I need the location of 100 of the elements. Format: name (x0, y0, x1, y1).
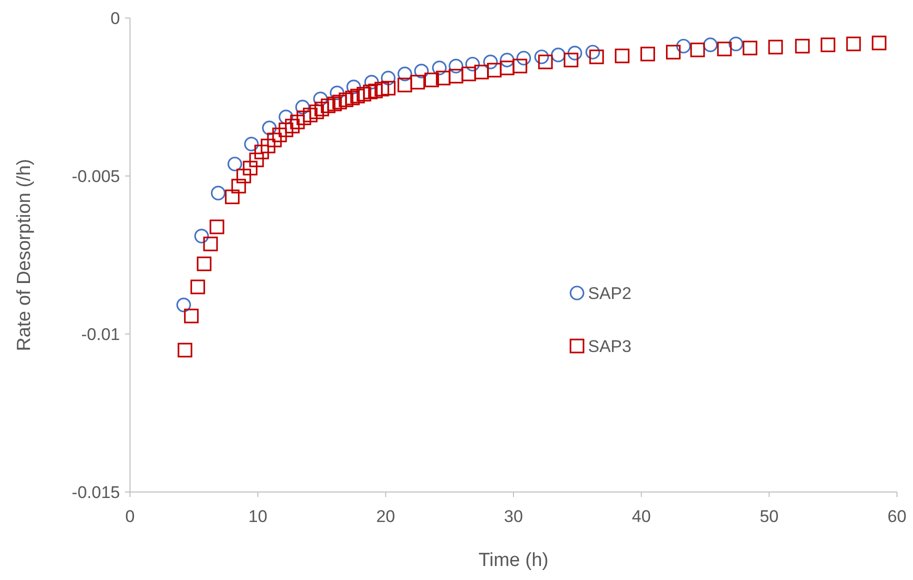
point (398, 78, 412, 92)
point (461, 66, 476, 82)
point (614, 48, 630, 64)
legend-label: SAP2 (588, 284, 632, 303)
point (210, 186, 226, 200)
point (483, 54, 498, 70)
point (224, 190, 240, 204)
x-tick-label: 10 (248, 507, 268, 526)
point (332, 94, 347, 110)
point (327, 96, 342, 112)
point (364, 74, 379, 90)
x-tick-label: 60 (888, 507, 906, 526)
point (363, 84, 378, 100)
point (346, 80, 362, 94)
point (436, 70, 450, 86)
point (465, 56, 480, 72)
point (368, 84, 383, 98)
point (516, 50, 532, 66)
point (262, 120, 277, 136)
point (846, 36, 861, 52)
legend-label: SAP3 (588, 336, 632, 356)
y-axis-title: Rate of Desorption (/h) (14, 158, 35, 352)
point (254, 144, 269, 160)
point (424, 72, 439, 88)
point (272, 128, 287, 142)
point (676, 38, 691, 54)
point (374, 82, 390, 96)
point (432, 60, 447, 76)
y-tick-label: -0.015 (72, 482, 120, 502)
point (290, 114, 305, 130)
point (380, 80, 396, 96)
point (742, 40, 758, 56)
point (500, 60, 514, 76)
point (487, 62, 502, 78)
point (414, 64, 429, 78)
point (872, 36, 886, 50)
point (210, 220, 224, 234)
point (795, 38, 810, 54)
y-tick-label: -0.01 (81, 324, 120, 344)
point (768, 40, 783, 54)
point (285, 118, 300, 134)
point (184, 308, 199, 324)
point (398, 66, 412, 82)
point (356, 86, 372, 102)
point (330, 86, 344, 100)
point (249, 152, 264, 168)
x-axis-title: Time (h) (478, 550, 549, 571)
point (640, 46, 656, 62)
point (196, 256, 212, 272)
y-tick-label: 0 (110, 8, 120, 28)
x-tick-label: 50 (760, 507, 779, 526)
point (380, 70, 396, 86)
point (666, 44, 681, 60)
point (194, 228, 209, 244)
point (568, 46, 582, 60)
point (295, 100, 310, 114)
point (309, 104, 324, 120)
point (178, 342, 192, 358)
point (176, 298, 191, 312)
point (512, 58, 528, 74)
point (448, 58, 464, 74)
point (534, 50, 549, 64)
point (550, 48, 566, 62)
point (350, 88, 365, 104)
point (448, 68, 464, 84)
y-tick-label: -0.005 (72, 166, 120, 186)
x-tick-label: 0 (125, 507, 135, 526)
point (260, 138, 276, 154)
point (703, 38, 718, 52)
point (267, 132, 282, 148)
point (244, 136, 259, 152)
point (410, 74, 425, 90)
x-tick-label: 40 (632, 507, 651, 526)
point (500, 52, 514, 68)
point (338, 92, 354, 108)
point (589, 50, 604, 64)
point (820, 38, 836, 52)
point (278, 110, 294, 124)
point (190, 280, 206, 294)
point (690, 42, 705, 58)
point (242, 160, 258, 176)
point (236, 168, 252, 184)
point (728, 36, 744, 52)
point (228, 156, 242, 172)
point (314, 102, 330, 116)
x-tick-label: 30 (504, 507, 523, 526)
point (585, 44, 600, 60)
point (203, 236, 218, 252)
point (296, 110, 312, 126)
point (302, 108, 318, 122)
x-tick-label: 20 (376, 507, 396, 526)
point (320, 98, 336, 114)
point (278, 122, 294, 138)
point (564, 52, 578, 68)
point (345, 90, 360, 106)
point (717, 42, 732, 56)
point (231, 178, 246, 194)
point (538, 54, 553, 70)
point (474, 64, 489, 80)
point (313, 92, 328, 106)
